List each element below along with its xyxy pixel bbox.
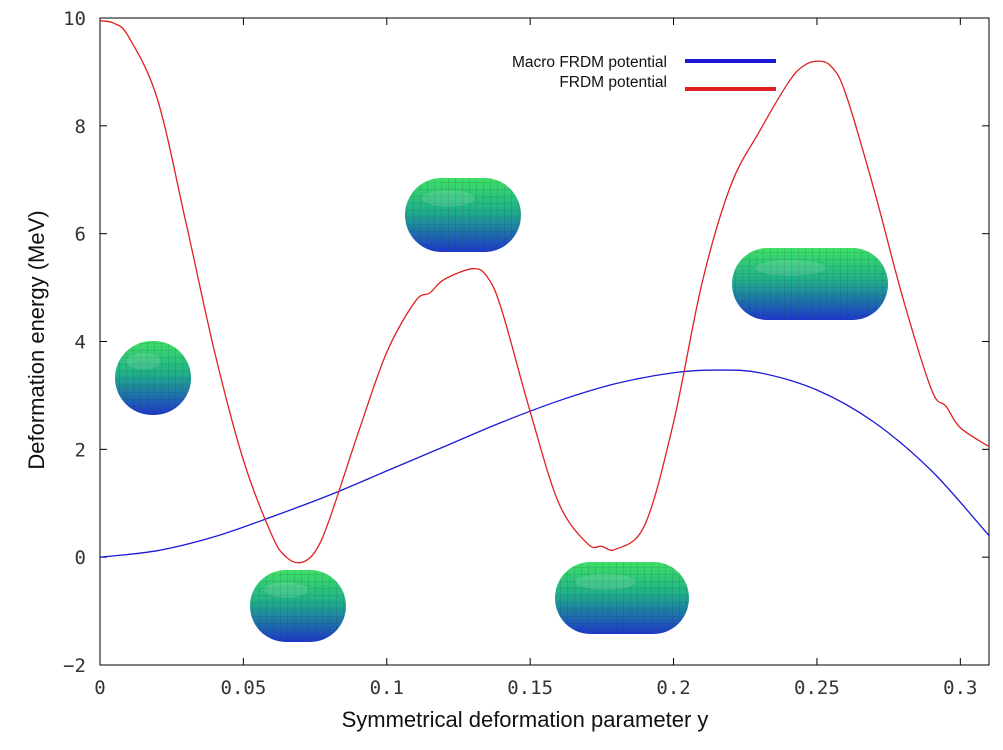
x-axis-title: Symmetrical deformation parameter y — [342, 707, 709, 732]
nucleus-shapes — [115, 178, 888, 642]
x-tick-label: 0.05 — [221, 677, 267, 699]
axis-ticks: 0 0.05 0.1 0.15 0.2 0.25 0.3 −2 0 2 4 6 8 10 — [63, 8, 989, 699]
series-line-macro-frdm — [100, 369, 989, 558]
y-tick-label: 8 — [75, 116, 86, 138]
x-tick-label: 0.1 — [370, 677, 404, 699]
series-line-frdm — [100, 20, 989, 564]
legend: Macro FRDM potential FRDM potential — [512, 54, 776, 91]
plot-frame — [99, 17, 990, 666]
ground-state-nucleus-shape — [250, 570, 346, 642]
y-tick-label: 4 — [75, 332, 86, 354]
x-tick-label: 0 — [94, 677, 105, 699]
legend-label-frdm: FRDM potential — [559, 74, 667, 91]
y-tick-label: 10 — [63, 8, 86, 30]
second-minimum-nucleus-shape — [555, 562, 689, 634]
series-lines — [100, 20, 989, 564]
spherical-nucleus-shape — [115, 341, 191, 415]
x-tick-label: 0.15 — [507, 677, 553, 699]
y-tick-label: 0 — [75, 547, 86, 569]
legend-label-macro-frdm: Macro FRDM potential — [512, 54, 667, 71]
y-tick-label: 6 — [75, 224, 86, 246]
y-tick-label: 2 — [75, 439, 86, 461]
y-tick-label: −2 — [63, 655, 86, 677]
second-barrier-nucleus-shape — [732, 248, 888, 320]
y-axis-title: Deformation energy (MeV) — [24, 210, 49, 469]
first-barrier-nucleus-shape — [405, 178, 521, 252]
x-tick-label: 0.3 — [943, 677, 977, 699]
x-tick-label: 0.25 — [794, 677, 840, 699]
x-tick-label: 0.2 — [656, 677, 690, 699]
